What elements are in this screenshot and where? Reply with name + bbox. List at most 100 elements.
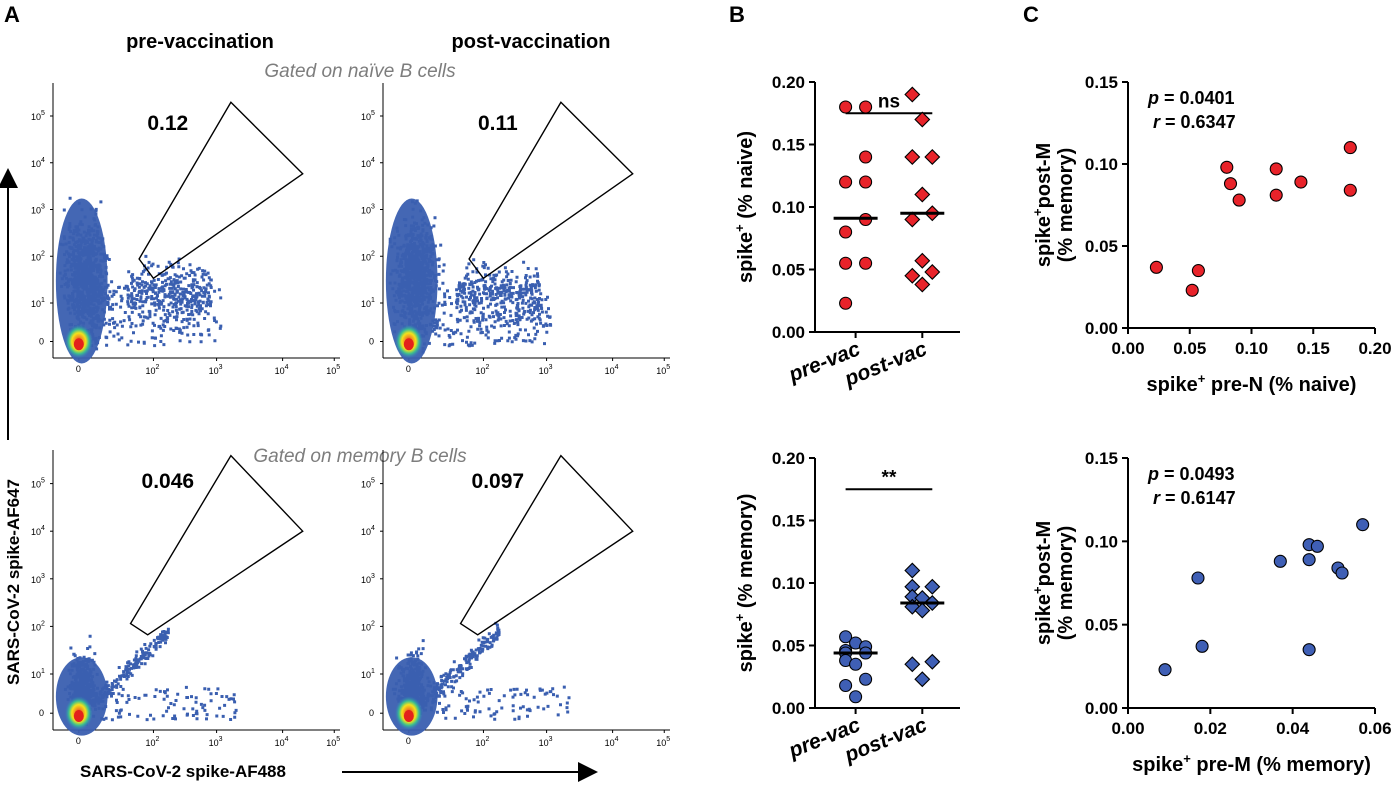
x-tick-label: 0.02	[1194, 719, 1227, 738]
data-point	[904, 211, 921, 228]
y-axis-label-main: spike	[735, 621, 757, 672]
flow-y-tick-exp: 1	[371, 668, 375, 675]
x-tick-label: 0.06	[1358, 719, 1391, 738]
flow-y-tick-base: 10	[31, 159, 41, 169]
data-point	[1269, 188, 1283, 202]
data-point	[839, 175, 853, 189]
flow-x-tick-base: 10	[209, 738, 219, 748]
flow-event-dots	[58, 196, 223, 351]
flow-y-tick-exp: 4	[41, 525, 45, 532]
flow-y-tick-exp: 4	[41, 157, 45, 164]
flow-y-tick-label: 0	[369, 337, 374, 347]
data-point	[839, 678, 853, 693]
flow-y-tick-base: 10	[361, 206, 371, 216]
flow-x-tick-exp: 4	[285, 736, 289, 743]
flow-y-tick-base: 10	[31, 299, 41, 309]
r-value-text: r = 0.6347	[1153, 112, 1236, 132]
x-axis-label-rest: pre-M (% memory)	[1191, 754, 1371, 776]
flow-y-tick-base: 10	[31, 527, 41, 537]
y-tick-label: 0.05	[1085, 237, 1118, 256]
y-tick-label: 0.15	[772, 512, 805, 531]
x-tick-label: 0.15	[1297, 339, 1330, 358]
flow-density-peak	[403, 710, 414, 722]
y-tick-label: 0.20	[772, 449, 805, 468]
data-point	[1310, 539, 1324, 553]
data-point	[924, 149, 941, 165]
significance-label: ns	[878, 91, 900, 112]
flow-gate-polygon	[138, 101, 304, 280]
x-axis-label-main: spike	[1147, 374, 1198, 396]
flow-x-tick-exp: 2	[485, 736, 489, 743]
flow-y-tick-base: 10	[361, 112, 371, 122]
scatter-points	[1158, 518, 1370, 677]
x-axis-label-rest: pre-N (% naive)	[1205, 374, 1356, 396]
flow-y-tick-exp: 3	[371, 573, 375, 580]
y-tick-label: 0.15	[772, 136, 805, 155]
flow-dense-body	[385, 198, 438, 364]
flow-y-tick-base: 10	[31, 206, 41, 216]
flow-gate-value: 0.046	[142, 470, 195, 493]
flow-event-dots	[63, 627, 238, 726]
flow-y-tick-exp: 4	[371, 157, 375, 164]
x-tick-label: 0.00	[1111, 339, 1144, 358]
y-axis-label: spike+ (% naive)	[732, 131, 757, 283]
data-point	[924, 653, 941, 670]
p-value: = 0.0493	[1159, 464, 1235, 484]
flow-x-tick-label: 0	[76, 364, 81, 374]
flow-x-tick-base: 10	[145, 366, 155, 376]
y-tick-label: 0.05	[772, 637, 805, 656]
flow-plot-naive-pre: 010 110 210 310 410 50 10 2 10 3 10 4 10 50.12	[31, 83, 340, 376]
data-point	[1343, 141, 1357, 155]
flow-x-tick-exp: 5	[666, 736, 670, 743]
y-axis-label-main: spike	[1033, 216, 1055, 267]
r-label: r	[1153, 488, 1161, 508]
panel-letter-c: C	[1023, 2, 1039, 27]
data-point	[904, 86, 921, 103]
p-value: = 0.0401	[1159, 88, 1235, 108]
r-label: r	[1153, 112, 1161, 132]
chart-b-top: 0.000.050.100.150.20pre-vacpost-vacspike…	[732, 73, 960, 391]
y-axis-label-rest: (% memory)	[735, 494, 757, 614]
flow-y-tick-exp: 5	[371, 478, 375, 485]
flow-x-tick-base: 10	[475, 738, 485, 748]
data-point	[924, 264, 941, 280]
x-tick-label: 0.05	[1173, 339, 1206, 358]
y-axis-label-line1: spike+post-M	[1030, 143, 1055, 267]
data-point	[839, 630, 853, 644]
flow-y-tick-exp: 1	[41, 668, 45, 675]
flow-x-tick-exp: 4	[615, 364, 619, 371]
flow-x-tick-exp: 3	[219, 364, 223, 371]
flow-y-tick-exp: 2	[371, 250, 375, 257]
flow-x-tick-base: 10	[326, 366, 336, 376]
flow-x-tick-base: 10	[326, 738, 336, 748]
r-value: = 0.6147	[1160, 488, 1236, 508]
data-point	[1220, 160, 1234, 174]
y-tick-label: 0.10	[1085, 155, 1118, 174]
flow-y-tick-base: 10	[361, 252, 371, 262]
y-axis-label-main: spike	[735, 232, 757, 283]
r-value: = 0.6347	[1160, 112, 1236, 132]
data-point	[849, 690, 863, 704]
y-tick-label: 0.10	[772, 574, 805, 593]
data-point	[904, 267, 921, 284]
data-point	[859, 256, 873, 270]
data-point	[1149, 260, 1163, 274]
data-point	[849, 657, 863, 671]
gate-label-memory: Gated on memory B cells	[253, 446, 467, 467]
flow-x-tick-exp: 2	[155, 736, 159, 743]
flow-x-tick-exp: 3	[549, 736, 553, 743]
flow-x-tick-base: 10	[539, 366, 549, 376]
flow-x-tick-base: 10	[605, 738, 615, 748]
y-axis-label-line2: (% memory)	[1055, 148, 1077, 262]
flow-y-tick-base: 10	[31, 112, 41, 122]
y-tick-label: 0.00	[1085, 699, 1118, 718]
y-tick-label: 0.00	[772, 323, 805, 342]
flow-x-tick-base: 10	[605, 366, 615, 376]
flow-y-tick-base: 10	[361, 622, 371, 632]
data-point	[1302, 553, 1316, 567]
data-point	[914, 186, 931, 203]
data-point	[839, 100, 853, 114]
y-axis-label: spike+ (% memory)	[732, 494, 757, 673]
